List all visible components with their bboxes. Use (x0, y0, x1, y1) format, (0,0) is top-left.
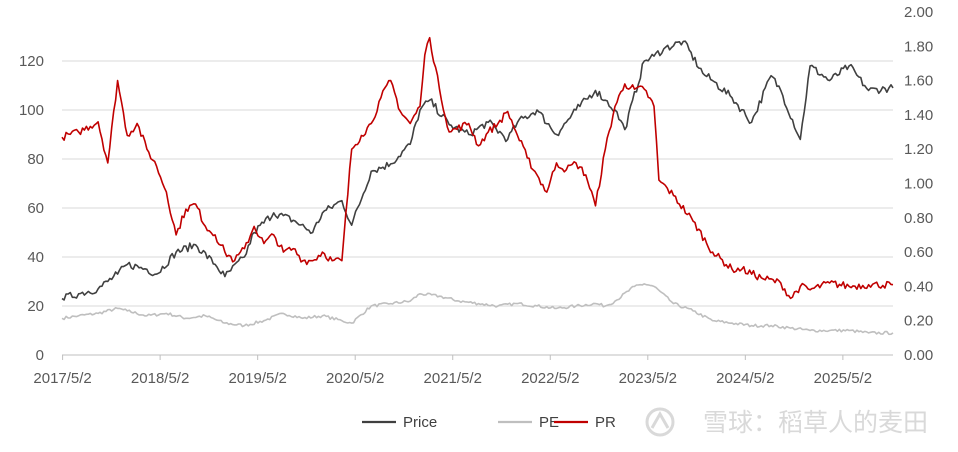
y-axis-right: 0.00 0.20 0.40 0.60 0.80 1.00 1.20 1.40 1.60 1.80… (904, 4, 933, 364)
x-tick-label: 2020/5/2 (326, 370, 384, 387)
gridlines (62, 60, 893, 307)
y-left-tick-label: 80 (27, 151, 44, 168)
y-right-tick-label: 0.60 (904, 244, 933, 261)
legend: Price PE PR (362, 414, 616, 431)
y-right-tick-label: 2.00 (904, 4, 933, 21)
legend-label-pe: PE (539, 414, 559, 431)
y-left-tick-label: 0 (36, 347, 44, 364)
y-left-tick-label: 120 (19, 53, 44, 70)
watermark-text: 雪球：稻草人的麦田 (703, 408, 928, 437)
y-right-tick-label: 1.60 (904, 73, 933, 90)
x-tick-label: 2018/5/2 (131, 370, 189, 387)
x-tick-label: 2024/5/2 (716, 370, 774, 387)
series-line-pe (61, 283, 894, 336)
y-left-tick-label: 60 (27, 200, 44, 217)
y-left-tick-label: 40 (27, 249, 44, 266)
x-tick-label: 2022/5/2 (521, 370, 579, 387)
y-right-tick-label: 0.00 (904, 347, 933, 364)
x-axis: 2017/5/2 2018/5/2 2019/5/2 2020/5/2 2021/5/2… (33, 354, 893, 387)
x-tick-label: 2017/5/2 (33, 370, 91, 387)
x-tick-label: 2019/5/2 (228, 370, 286, 387)
x-tick-label: 2025/5/2 (814, 370, 872, 387)
y-left-tick-label: 20 (27, 298, 44, 315)
y-right-tick-label: 1.80 (904, 38, 933, 55)
legend-label-price: Price (403, 414, 437, 431)
y-right-tick-label: 1.20 (904, 141, 933, 158)
y-right-tick-label: 1.40 (904, 107, 933, 124)
y-left-tick-label: 100 (19, 102, 44, 119)
series-line-pr (61, 36, 894, 300)
legend-label-pr: PR (595, 414, 616, 431)
series-lines (61, 36, 894, 336)
y-right-tick-label: 0.40 (904, 278, 933, 295)
y-right-tick-label: 0.20 (904, 313, 933, 330)
x-tick-label: 2021/5/2 (424, 370, 482, 387)
series-line-price (61, 40, 894, 301)
x-tick-label: 2023/5/2 (619, 370, 677, 387)
y-axis-left: 0 20 40 60 80 100 120 (19, 53, 44, 364)
y-right-tick-label: 0.80 (904, 210, 933, 227)
snowball-logo-icon (645, 407, 675, 437)
y-right-tick-label: 1.00 (904, 176, 933, 193)
